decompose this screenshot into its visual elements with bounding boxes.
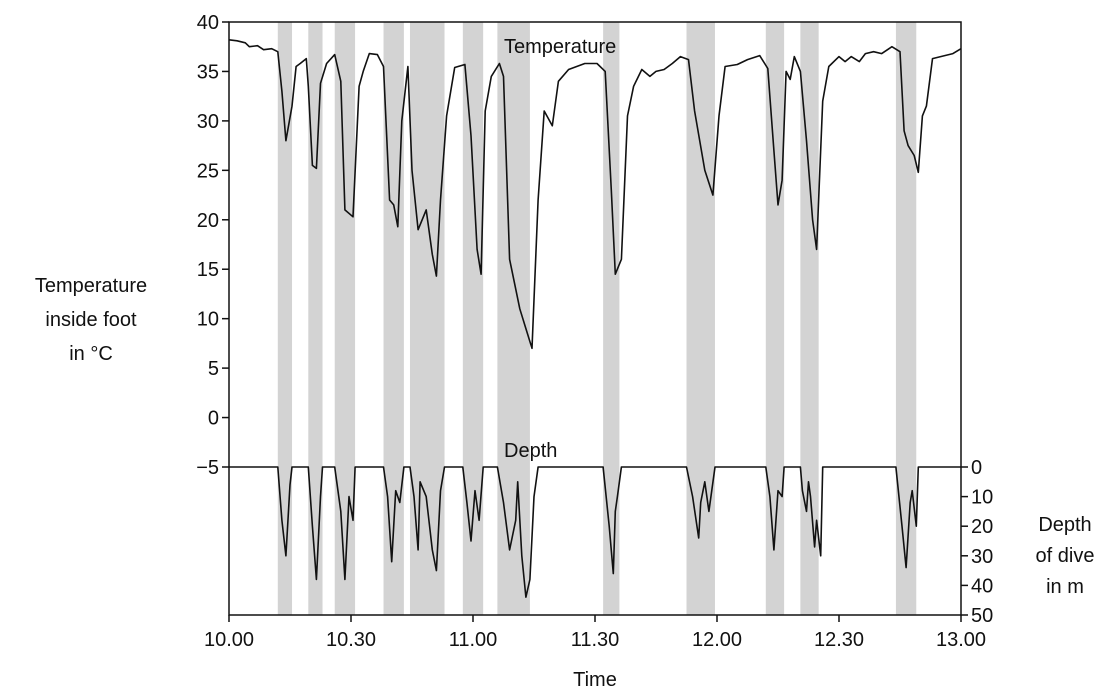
series-line-depth xyxy=(229,466,961,599)
y-tick-label: 0 xyxy=(208,408,219,430)
dive-shading xyxy=(277,22,917,615)
y-tick-label: 15 xyxy=(197,259,219,281)
depth-tick-label: 20 xyxy=(971,516,993,538)
dive-period-band xyxy=(765,22,785,615)
x-tick-label: 10.30 xyxy=(326,629,376,651)
depth-tick-label: 30 xyxy=(971,546,993,568)
left-axis-title-line: Temperature xyxy=(35,275,147,297)
y-tick-label: 10 xyxy=(197,309,219,331)
dive-period-band xyxy=(686,22,715,615)
depth-tick-label: 40 xyxy=(971,575,993,597)
depth-tick-label: 10 xyxy=(971,487,993,509)
dive-period-band xyxy=(497,22,530,615)
dive-period-band xyxy=(603,22,620,615)
x-tick-label: 10.00 xyxy=(204,629,254,651)
x-tick-label: 12.30 xyxy=(814,629,864,651)
y-tick-label: 20 xyxy=(197,210,219,232)
series-line-temperature xyxy=(228,39,962,350)
dive-period-band xyxy=(895,22,917,615)
left-axis-title-line: inside foot xyxy=(45,309,137,331)
x-tick-label: 11.00 xyxy=(449,629,498,651)
y-tick-label: −5 xyxy=(196,457,219,479)
y-tick-label: 35 xyxy=(197,61,219,83)
y-tick-label: 40 xyxy=(197,12,219,34)
y-tick-label: 30 xyxy=(197,111,219,133)
y-tick-label: 25 xyxy=(197,160,219,182)
depth-tick-label: 0 xyxy=(971,457,982,479)
dive-period-band xyxy=(462,22,484,615)
x-tick-label: 11.30 xyxy=(571,629,620,651)
depth-tick-label: 50 xyxy=(971,605,993,627)
dive-period-band xyxy=(800,22,819,615)
left-axis-title-line: in °C xyxy=(69,343,113,365)
series-label-temperature: Temperature xyxy=(504,36,616,58)
y-tick-label: 5 xyxy=(208,358,219,380)
dive-period-band xyxy=(334,22,356,615)
dive-period-band xyxy=(308,22,323,615)
right-axis-title: Depth of dive in m xyxy=(1036,514,1095,598)
series-label-depth: Depth xyxy=(504,440,557,462)
dive-period-band xyxy=(277,22,293,615)
x-tick-label: 13.00 xyxy=(936,629,986,651)
series-lines xyxy=(228,39,962,599)
right-axis-title-line: in m xyxy=(1046,576,1084,598)
left-axis-title: Temperature inside foot in °C xyxy=(35,275,147,365)
x-tick-label: 12.00 xyxy=(692,629,742,651)
right-axis-title-line: Depth xyxy=(1038,514,1091,536)
x-axis-title: Time xyxy=(573,669,617,691)
right-axis-title-line: of dive xyxy=(1036,545,1095,567)
